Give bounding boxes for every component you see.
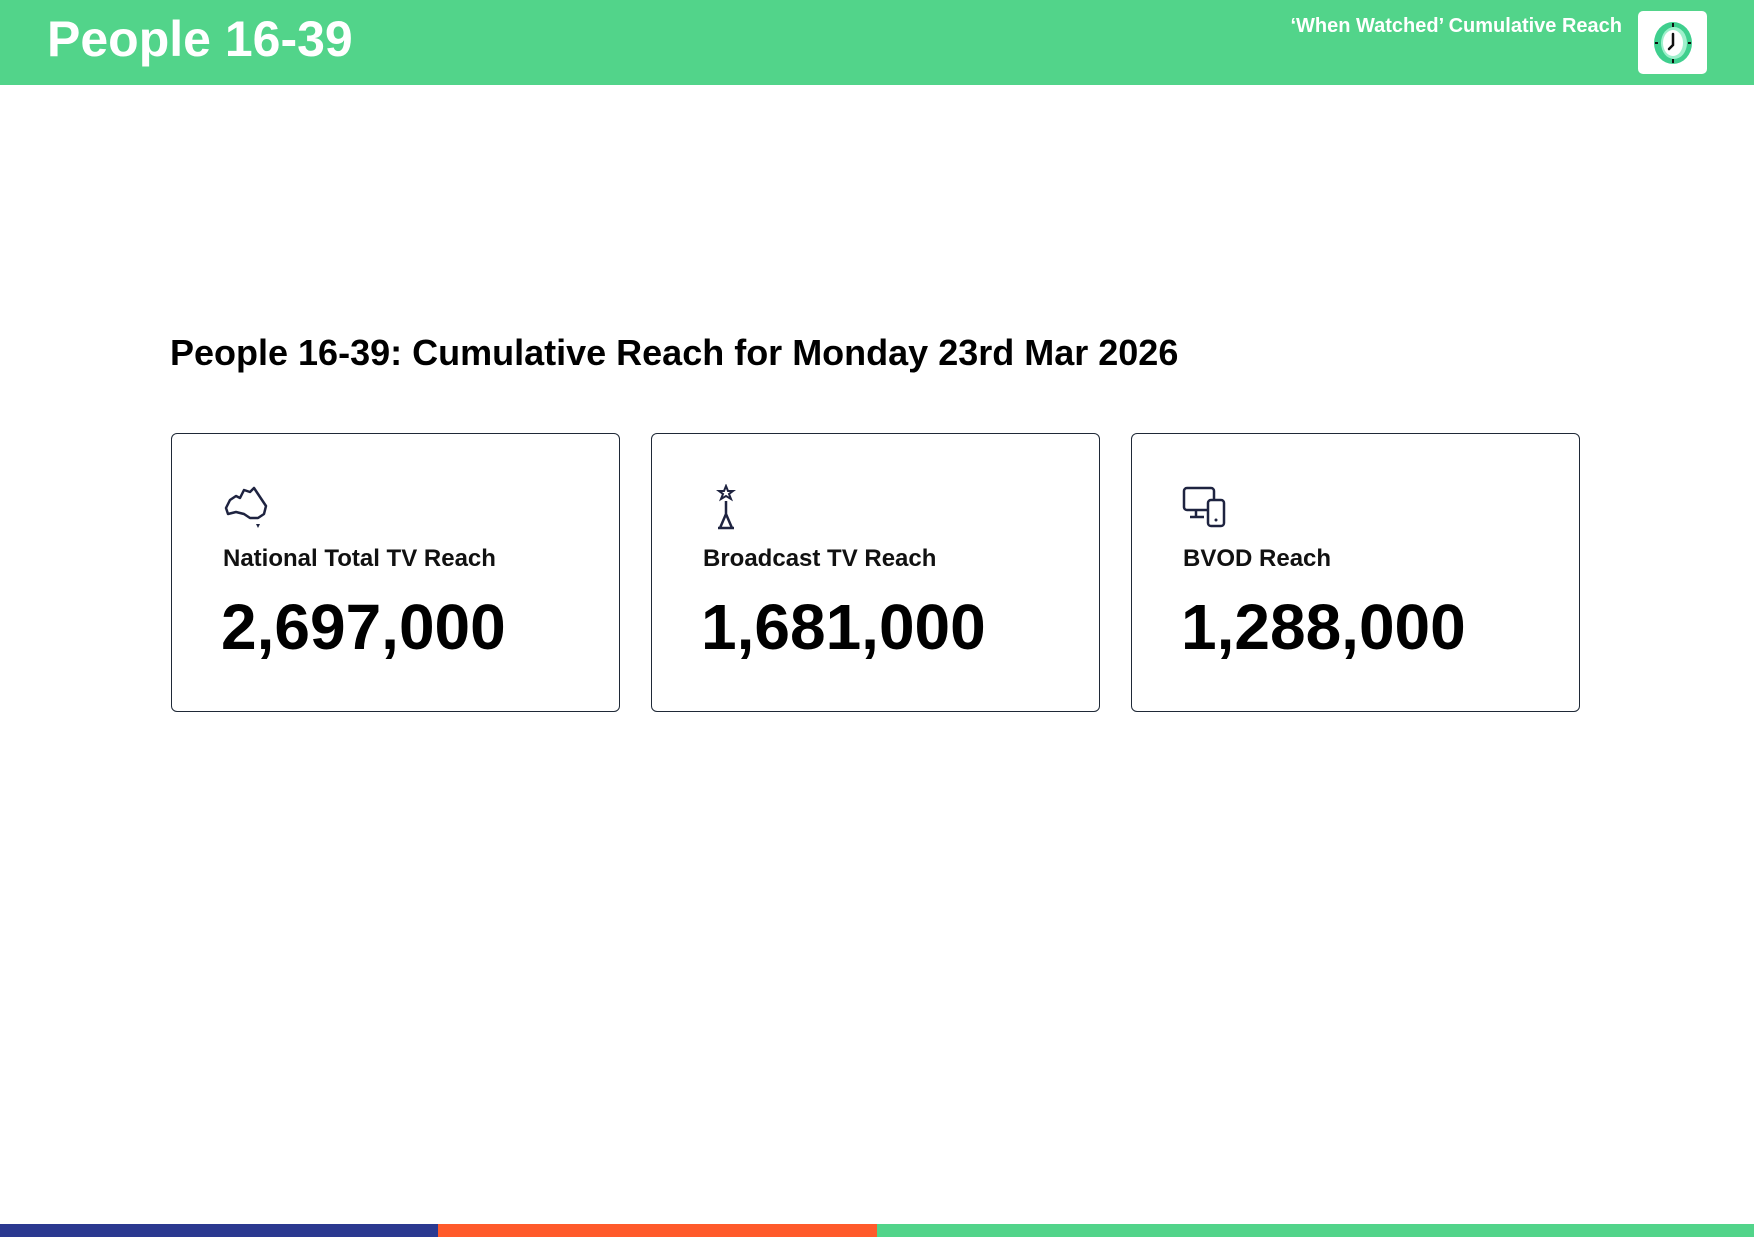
page-title: People 16-39: [47, 11, 353, 67]
footer-bar-orange: [438, 1224, 877, 1237]
card-value: 1,681,000: [701, 591, 986, 663]
card-label: National Total TV Reach: [223, 545, 496, 572]
australia-map-icon: [222, 484, 270, 532]
footer-bar-green: [877, 1224, 1754, 1237]
section-title: People 16-39: Cumulative Reach for Monda…: [170, 332, 1179, 373]
clock-icon: [1638, 11, 1707, 74]
card-label: Broadcast TV Reach: [703, 545, 937, 572]
header-bar: People 16-39 ‘When Watched’ Cumulative R…: [0, 0, 1754, 85]
footer-bar-navy: [0, 1224, 438, 1237]
national-total-tv-reach-card: National Total TV Reach 2,697,000: [171, 433, 620, 712]
bvod-reach-card: BVOD Reach 1,288,000: [1131, 433, 1580, 712]
devices-icon: [1182, 484, 1230, 532]
broadcast-tower-icon: [702, 483, 750, 532]
card-label: BVOD Reach: [1183, 545, 1332, 572]
header-subtitle: ‘When Watched’ Cumulative Reach: [1290, 15, 1622, 37]
broadcast-tv-reach-card: Broadcast TV Reach 1,681,000: [651, 433, 1100, 712]
card-value: 1,288,000: [1181, 591, 1466, 663]
card-value: 2,697,000: [221, 591, 506, 663]
